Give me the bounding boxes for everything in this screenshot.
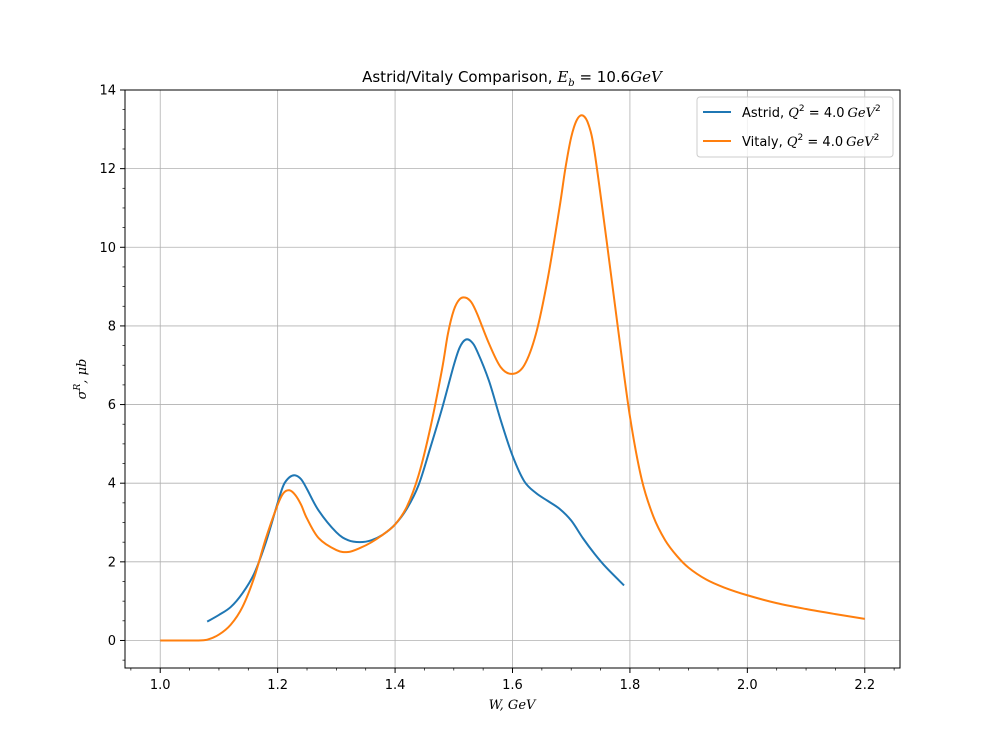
series-line-1	[160, 114, 865, 642]
x-tick-label-4: 1.8	[620, 678, 641, 693]
legend-label-vitaly: Vitaly, Q2 = 4.0 GeV2	[742, 133, 879, 150]
chart-title: Astrid/Vitaly Comparison, Eb = 10.6GeV	[362, 68, 664, 89]
legend-box	[696, 96, 894, 158]
y-tick-label-3: 6	[108, 398, 116, 413]
series-layer	[160, 114, 865, 642]
x-tick-label-5: 2.0	[737, 678, 758, 693]
legend: Astrid, Q2 = 4.0 GeV2 Vitaly, Q2 = 4.0 GeV…	[696, 96, 894, 158]
x-tick-label-2: 1.4	[385, 678, 406, 693]
y-axis-label: σR, μb	[73, 359, 90, 400]
series-line-0	[206, 338, 625, 623]
y-tick-label-6: 12	[99, 162, 116, 177]
y-tick-label-0: 0	[108, 634, 116, 649]
y-axis: 0 2 4 6 8 10 12 14	[99, 84, 125, 661]
y-tick-label-7: 14	[99, 84, 116, 99]
y-tick-label-5: 10	[99, 241, 116, 256]
legend-label-astrid: Astrid, Q2 = 4.0 GeV2	[742, 104, 881, 121]
x-axis: 1.0 1.2 1.4 1.6 1.8 2.0 2.2	[130, 668, 895, 693]
x-tick-label-3: 1.6	[502, 678, 523, 693]
x-tick-label-6: 2.2	[854, 678, 875, 693]
y-tick-label-4: 8	[108, 319, 116, 334]
x-tick-label-1: 1.2	[267, 678, 288, 693]
x-axis-label: W, GeV	[489, 698, 537, 713]
y-tick-label-2: 4	[108, 477, 116, 492]
y-tick-label-1: 2	[108, 555, 116, 570]
x-tick-label-0: 1.0	[150, 678, 171, 693]
